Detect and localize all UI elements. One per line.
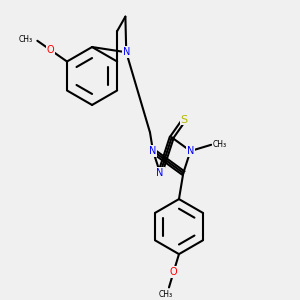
- Text: N: N: [187, 146, 194, 156]
- Text: CH₃: CH₃: [159, 290, 173, 299]
- Text: CH₃: CH₃: [213, 140, 227, 149]
- Text: N: N: [123, 47, 130, 57]
- Text: CH₃: CH₃: [19, 35, 33, 44]
- Text: N: N: [157, 168, 164, 178]
- Text: S: S: [181, 115, 188, 124]
- Text: N: N: [149, 146, 157, 156]
- Text: O: O: [46, 45, 54, 55]
- Text: O: O: [170, 267, 177, 277]
